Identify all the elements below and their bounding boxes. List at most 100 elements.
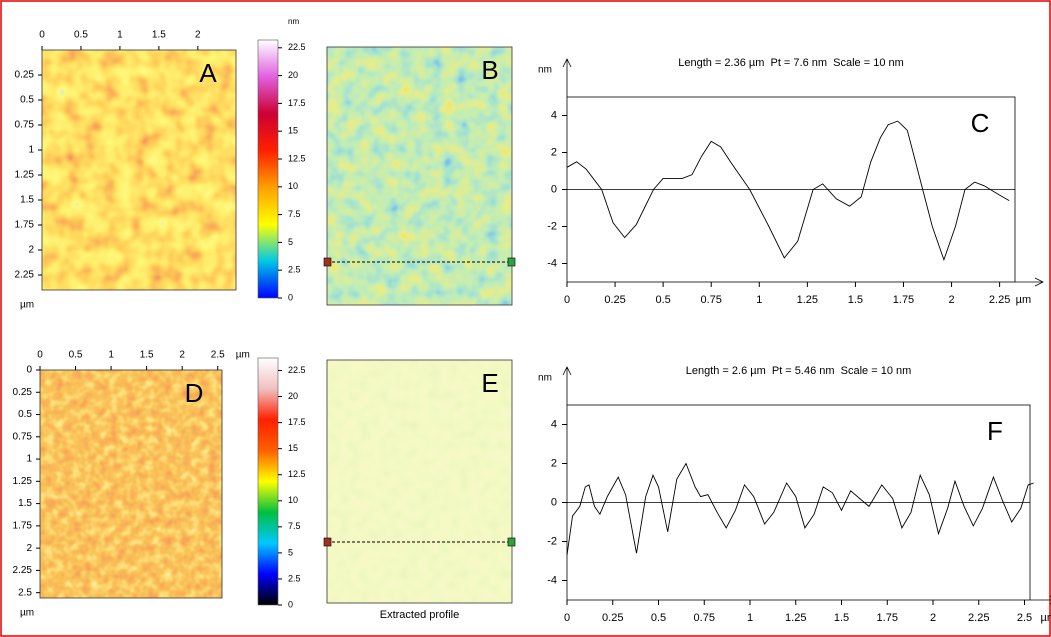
colorbar-tick-label: 5 [288,547,293,557]
x-tick-label: 1 [108,350,114,361]
profile-curve [566,462,1034,556]
panel-letter: F [987,416,1003,446]
x-tick-label: 2 [179,350,185,361]
x-unit: µm [236,350,250,361]
y-tick-label: 0.25 [13,387,33,398]
x-axis-arrow [1015,277,1044,287]
y-tick-label: 0.5 [18,409,32,420]
y-tick-label: 0 [551,496,557,508]
x-unit: µm [1016,294,1032,306]
x-tick-label: 0 [39,30,45,41]
panel-letter: C [971,108,990,138]
colorbar-tick-label: 12.5 [288,153,306,163]
x-tick-label: 0.25 [602,612,623,624]
y-tick-label: 0 [26,365,32,376]
x-tick-label: 1.5 [140,350,154,361]
x-tick-label: 1.25 [797,294,818,306]
profile-end [507,257,516,267]
caption: Extracted profile [380,609,459,621]
x-tick-label: 0 [564,612,570,624]
colorbar-unit: nm [288,17,299,26]
colorbar-tick-label: 10 [288,181,298,191]
colorbar-tick-label: 5 [288,237,293,247]
y-tick-label: 0.75 [13,431,33,442]
panel-letter: B [481,55,498,85]
x-tick-label: 0.5 [69,350,83,361]
x-tick-label: 0.25 [604,294,625,306]
y-tick-label: 2.25 [13,565,33,576]
x-tick-label: 1.5 [848,294,863,306]
y-tick-label: -2 [547,220,557,232]
x-tick-label: 1 [117,30,123,41]
y-tick-label: 2 [551,457,557,469]
y-tick-label: 2 [28,245,34,256]
panel-letter: D [185,378,204,408]
y-axis-arrow [562,366,572,405]
image-frame [39,369,223,599]
x-tick-label: 1.5 [834,612,849,624]
profile-start [323,257,332,267]
y-tick-label: 2 [551,146,557,158]
colorbar-tick-label: 0 [288,292,293,302]
profile-end [507,537,516,547]
image-frame [326,359,513,604]
y-tick-label: 2.25 [15,270,35,281]
colorbar-tick-label: 20 [288,391,298,401]
x-tick-label: 2.25 [968,612,989,624]
x-tick-label: 1.25 [785,612,806,624]
y-tick-label: 1 [26,454,32,465]
y-tick-label: 1.5 [20,195,34,206]
y-tick-label: 1.25 [15,170,35,181]
y-tick-label: 0 [551,183,557,195]
panel-letter: E [481,368,498,398]
x-tick-label: 2.25 [989,294,1010,306]
colorbar-tick-label: 10 [288,495,298,505]
x-tick-label: 1 [756,294,762,306]
y-tick-label: -4 [547,257,557,269]
afm-image [42,50,236,290]
profile-curve [566,120,1010,262]
colorbar [257,357,279,606]
colorbar-tick-label: 15 [288,126,298,136]
chart-title: Length = 2.6 µm Pt = 5.46 nm Scale = 10 … [686,365,912,377]
colorbar-tick-label: 2.5 [288,265,301,275]
x-tick-label: 1.75 [877,612,898,624]
colorbar-tick-label: 7.5 [288,209,301,219]
colorbar-tick-label: 22.5 [288,42,306,52]
x-tick-label: 1 [747,612,753,624]
colorbar-tick-label: 17.5 [288,417,306,427]
x-tick-label: 0 [37,350,43,361]
x-tick-label: 1.5 [152,30,166,41]
y-tick-label: 0.25 [15,70,35,81]
y-unit: µm [20,300,34,311]
x-tick-label: 0.75 [694,612,715,624]
y-tick-label: 4 [551,418,557,430]
y-axis-arrow [562,58,572,97]
x-tick-label: 0.5 [651,612,666,624]
y-tick-label: 0.75 [15,120,35,131]
y-tick-label: 4 [551,109,557,121]
panel-letter: A [199,58,217,88]
y-tick-label: 1.25 [13,476,33,487]
colorbar-tick-label: 7.5 [288,521,301,531]
x-tick-label: 2 [930,612,936,624]
colorbar-tick-label: 12.5 [288,469,306,479]
colorbar-tick-label: 15 [288,443,298,453]
colorbar-tick-label: 2.5 [288,573,301,583]
x-tick-label: 0.5 [74,30,88,41]
x-tick-label: 0.5 [655,294,670,306]
colorbar-tick-label: 0 [288,599,293,609]
x-axis-arrow [1030,595,1051,605]
chart-title: Length = 2.36 µm Pt = 7.6 nm Scale = 10 … [678,57,904,69]
x-unit: µm [1041,612,1051,624]
x-tick-label: 2.5 [211,350,225,361]
colorbar [257,39,279,299]
x-tick-label: 2.5 [1017,612,1032,624]
y-tick-label: 1.75 [13,521,33,532]
colorbar-tick-label: 22.5 [288,365,306,375]
y-tick-label: 2.5 [18,587,32,598]
image-frame [326,46,513,306]
y-axis-label: nm [538,65,552,76]
